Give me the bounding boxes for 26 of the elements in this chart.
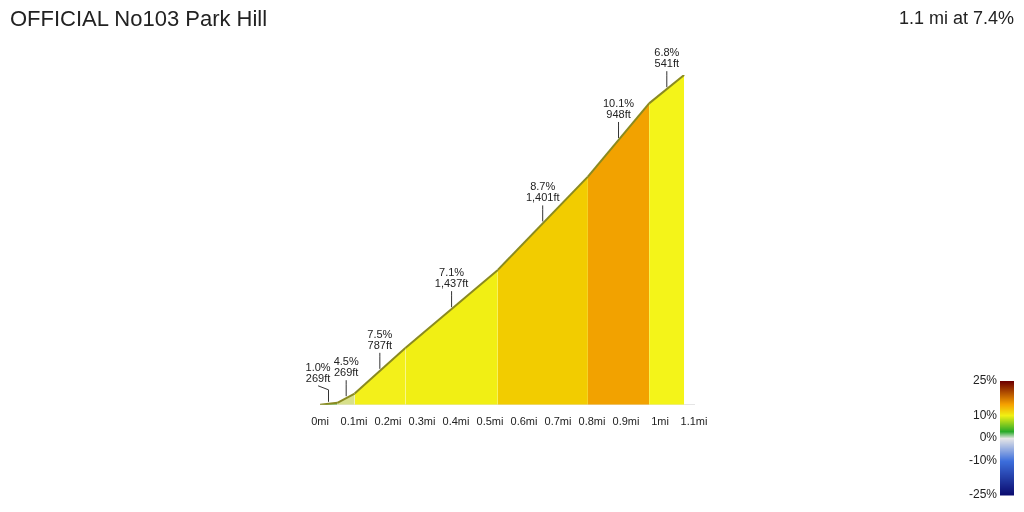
x-tick-label: 0.6mi xyxy=(510,415,538,428)
x-tick-label: 0.9mi xyxy=(612,415,640,428)
annotation: 7.5% 787ft xyxy=(367,327,393,351)
x-tick-label: 0.1mi xyxy=(340,415,368,428)
x-tick-label: 0.3mi xyxy=(408,415,436,428)
text: 1.1 mi at 7.4% xyxy=(898,8,1014,29)
text: OFFICIAL No103 Park Hill xyxy=(10,6,268,32)
annotation: 1.0% 269ft xyxy=(305,360,331,384)
x-tick-label: 0.7mi xyxy=(544,415,572,428)
annotation: 10.1% 948ft xyxy=(602,96,635,120)
x-tick-label: 1mi xyxy=(651,415,669,428)
x-tick-label: 0.5mi xyxy=(476,415,504,428)
color-bar-label: -25% xyxy=(968,487,998,502)
x-tick-label: 0.4mi xyxy=(442,415,470,428)
color-bar-label: -10% xyxy=(968,453,998,468)
annotation: 8.7% 1,401ft xyxy=(525,180,560,204)
x-tick-label: 1.1mi xyxy=(680,415,708,428)
annotation: 4.5% 269ft xyxy=(333,355,359,379)
x-tick-label: 0.2mi xyxy=(374,415,402,428)
color-bar-label: 0% xyxy=(979,430,998,445)
color-bar-label: 25% xyxy=(972,373,998,388)
color-bar-label: 10% xyxy=(972,407,998,422)
annotation: 6.8% 541ft xyxy=(654,46,680,70)
annotation: 7.1% 1,437ft xyxy=(434,266,469,290)
x-tick-label: 0.8mi xyxy=(578,415,606,428)
x-tick-label: 0mi xyxy=(311,415,329,428)
